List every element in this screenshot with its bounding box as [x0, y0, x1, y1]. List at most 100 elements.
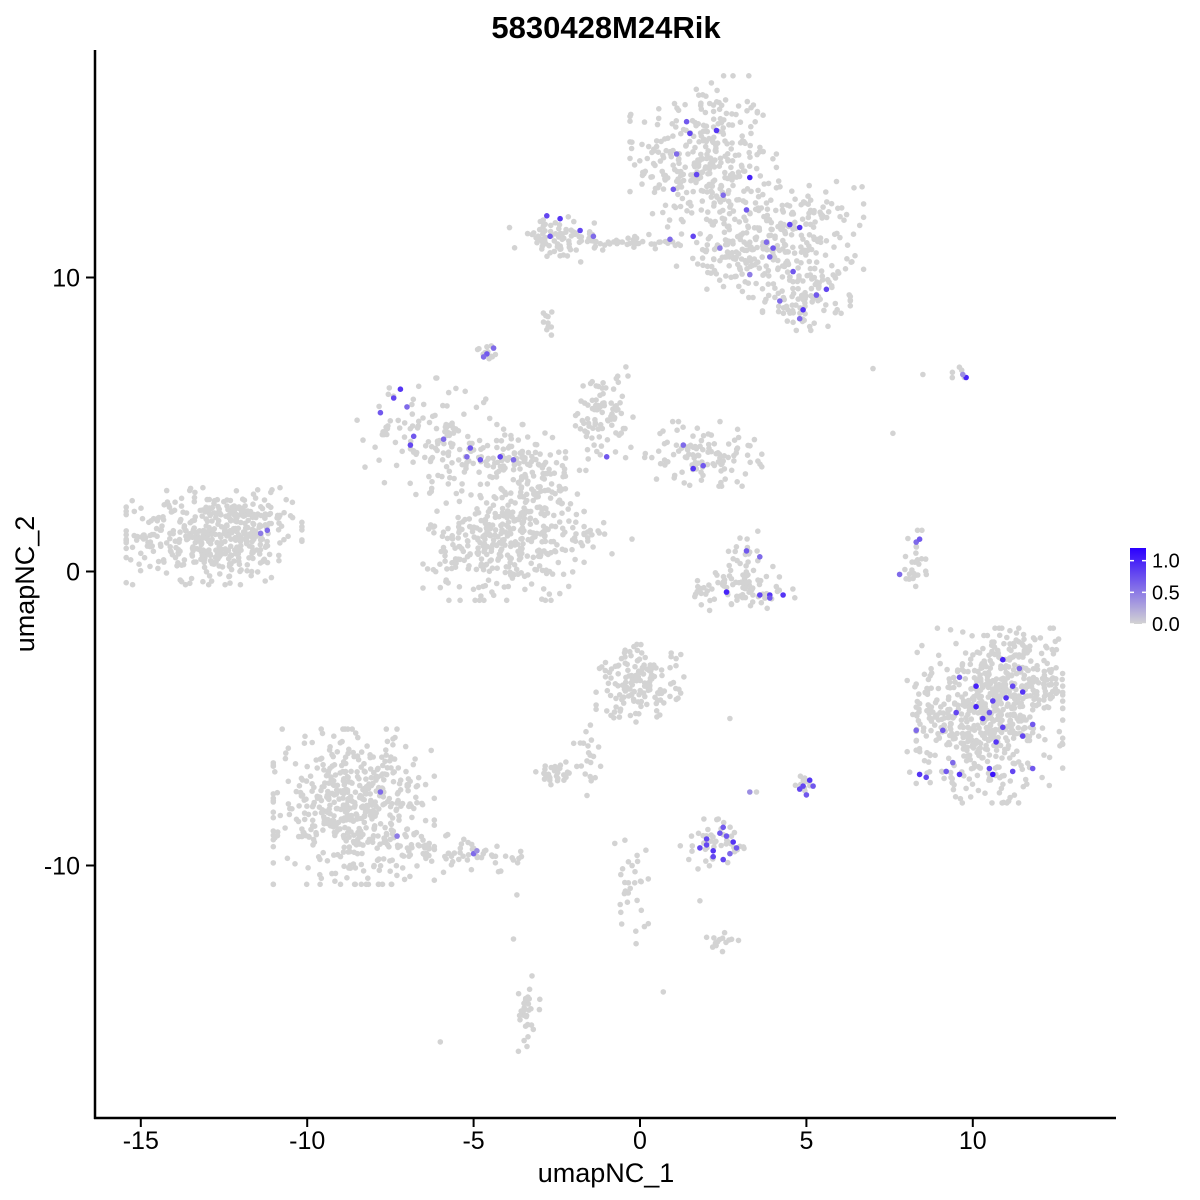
cell-point	[688, 177, 694, 184]
cell-point	[953, 744, 960, 750]
cell-point	[456, 446, 463, 453]
cell-point	[587, 773, 593, 780]
cell-point	[723, 584, 730, 591]
cell-point	[585, 456, 591, 462]
cell-point	[426, 419, 433, 426]
cell-point	[567, 501, 574, 507]
cell-point	[528, 458, 535, 465]
cell-point	[787, 274, 793, 280]
cell-point	[1057, 743, 1063, 749]
cell-point	[518, 853, 525, 860]
cell-point	[595, 744, 602, 750]
cell-point	[492, 527, 499, 533]
cell-point	[730, 241, 736, 247]
cell-point	[624, 899, 631, 905]
cell-point	[614, 240, 620, 247]
cell-point	[1053, 665, 1059, 671]
cell-point	[605, 680, 612, 687]
cell-point	[241, 497, 248, 504]
cell-point	[212, 531, 219, 538]
cell-point	[457, 556, 463, 563]
cell-point	[592, 416, 598, 423]
cell-point	[829, 284, 835, 291]
cell-point	[337, 826, 343, 832]
cell-point	[991, 730, 997, 737]
cell-point	[750, 246, 757, 253]
cell-point	[305, 865, 311, 871]
cell-point	[178, 578, 185, 585]
cell-point	[710, 139, 716, 146]
cell-point	[745, 559, 751, 565]
cell-point	[261, 497, 268, 503]
cell-point	[625, 880, 632, 886]
cell-point	[719, 935, 726, 941]
cell-point	[794, 258, 800, 264]
x-tick-label: -10	[289, 1127, 325, 1155]
cell-point	[225, 555, 232, 562]
cell-point	[708, 80, 715, 86]
cell-point	[722, 169, 728, 176]
cell-point	[993, 747, 1000, 753]
cell-point	[653, 476, 660, 482]
cell-point	[508, 490, 514, 496]
cell-point	[987, 665, 994, 671]
cell-point	[702, 846, 709, 853]
cell-point	[361, 819, 368, 826]
cell-point	[775, 266, 781, 273]
cell-point	[714, 140, 721, 146]
cell-point	[860, 214, 867, 221]
cell-point	[360, 868, 367, 874]
cell-point	[689, 848, 695, 854]
cell-point	[164, 499, 171, 505]
expressing-cell-point	[377, 409, 384, 416]
cell-point	[629, 682, 636, 688]
cell-point	[501, 513, 507, 519]
cell-point	[216, 531, 223, 538]
cell-point	[445, 525, 451, 532]
cell-point	[449, 444, 455, 450]
cell-point	[412, 756, 418, 762]
cell-point	[446, 597, 452, 604]
cell-point	[979, 682, 985, 688]
cell-point	[183, 527, 189, 534]
cell-point	[240, 507, 246, 514]
cell-point	[730, 208, 737, 214]
cell-point	[1004, 738, 1011, 744]
cell-point	[636, 711, 642, 717]
cell-point	[270, 795, 277, 802]
cell-point	[349, 780, 355, 786]
cell-point	[490, 502, 497, 509]
cell-point	[706, 582, 712, 588]
expressing-cell-point	[806, 777, 813, 783]
cell-point	[326, 780, 332, 786]
cell-point	[628, 444, 634, 451]
cell-point	[584, 535, 591, 541]
cell-point	[584, 429, 590, 436]
cell-point	[608, 675, 614, 681]
cell-point	[431, 773, 438, 779]
cell-point	[803, 221, 809, 227]
cell-point	[395, 789, 402, 796]
cell-point	[1039, 725, 1046, 731]
cell-point	[692, 144, 698, 151]
cell-point	[511, 245, 518, 251]
cell-point	[798, 249, 805, 255]
cell-point	[257, 541, 264, 548]
cell-point	[221, 530, 227, 537]
cell-point	[693, 239, 700, 246]
cell-point	[703, 934, 710, 941]
cell-point	[498, 546, 505, 552]
cell-point	[765, 292, 772, 299]
cell-point	[431, 530, 437, 536]
cell-point	[333, 787, 340, 793]
cell-point	[730, 73, 736, 79]
cell-point	[813, 250, 819, 256]
cell-point	[724, 241, 731, 248]
expressing-cell-point	[697, 845, 703, 851]
cell-point	[468, 492, 474, 498]
cell-point	[453, 385, 459, 392]
cell-point	[832, 300, 839, 307]
cell-point	[521, 1037, 527, 1044]
cell-point	[660, 428, 666, 434]
cell-point	[493, 495, 499, 502]
